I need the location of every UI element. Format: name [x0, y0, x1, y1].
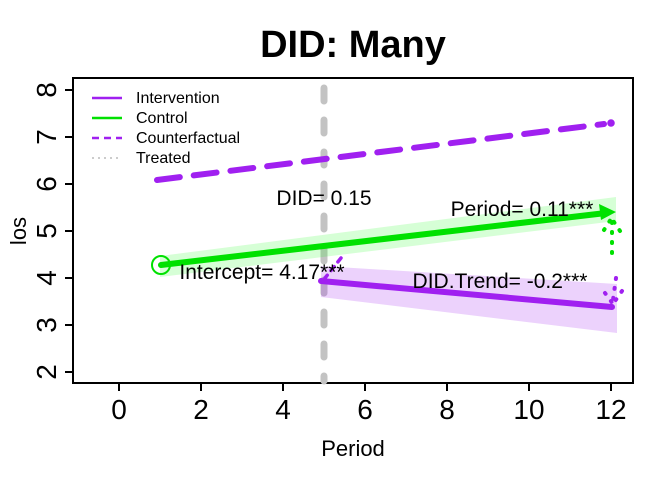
annotation-period: Period= 0.11*** — [451, 198, 594, 221]
x-tick-6: 6 — [357, 394, 373, 425]
control-drop-dotted — [602, 217, 622, 264]
legend-label-treated: Treated — [136, 150, 191, 167]
counterfactual-end-point — [607, 119, 615, 127]
legend-label-control: Control — [136, 110, 188, 127]
y-axis-title: los — [6, 217, 31, 245]
legend-label-intervention: Intervention — [136, 90, 220, 107]
x-axis-tick-labels: 0 2 4 6 8 10 12 — [111, 394, 626, 425]
intervention-line — [318, 278, 615, 310]
intervention-confidence-band — [321, 266, 617, 333]
y-tick-6: 6 — [31, 176, 62, 192]
legend-label-counterfactual: Counterfactual — [136, 130, 240, 147]
y-tick-8: 8 — [31, 82, 62, 98]
x-tick-0: 0 — [111, 394, 127, 425]
control-line-arrowhead — [599, 204, 616, 220]
legend: Intervention Control Counterfactual Trea… — [92, 90, 240, 167]
x-tick-12: 12 — [595, 394, 626, 425]
chart-title: DID: Many — [260, 24, 446, 66]
x-tick-10: 10 — [513, 394, 544, 425]
x-tick-2: 2 — [193, 394, 209, 425]
y-tick-7: 7 — [31, 129, 62, 145]
y-tick-4: 4 — [31, 270, 62, 286]
y-tick-3: 3 — [31, 317, 62, 333]
y-tick-2: 2 — [31, 364, 62, 380]
annotation-intercept: Intercept= 4.17*** — [179, 261, 344, 284]
x-axis-ticks — [118, 383, 612, 391]
x-axis-title: Period — [321, 436, 385, 461]
y-axis-ticks — [65, 89, 73, 373]
annotation-did: DID= 0.15 — [276, 187, 371, 210]
intervention-drop-dotted — [603, 276, 624, 306]
y-tick-5: 5 — [31, 223, 62, 239]
control-start-marker — [151, 255, 171, 275]
annotation-did-trend: DID.Trend= -0.2*** — [413, 270, 588, 293]
control-line — [158, 210, 609, 268]
counterfactual-line — [154, 121, 607, 183]
x-tick-8: 8 — [439, 394, 455, 425]
x-tick-4: 4 — [275, 394, 291, 425]
intervention-start-arrow — [323, 256, 343, 280]
y-axis-tick-labels: 2 3 4 5 6 7 8 — [31, 82, 62, 380]
